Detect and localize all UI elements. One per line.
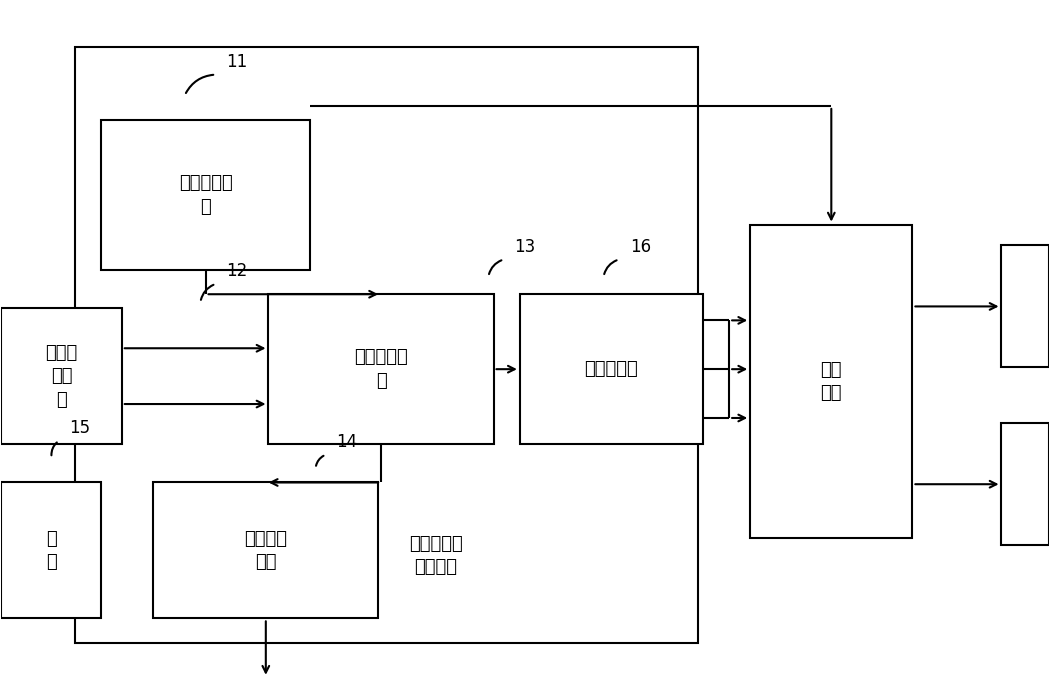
- Text: 13: 13: [514, 238, 536, 256]
- Text: 总线控制单
元: 总线控制单 元: [354, 349, 407, 390]
- Text: 用于整机启
动的芯片: 用于整机启 动的芯片: [410, 535, 463, 577]
- Bar: [750, 225, 912, 538]
- Text: 15: 15: [69, 419, 90, 438]
- Bar: [153, 482, 378, 618]
- Bar: [1, 482, 101, 618]
- Text: 主控输出
接口: 主控输出 接口: [245, 530, 288, 571]
- Text: 14: 14: [336, 433, 358, 451]
- Bar: [101, 120, 311, 270]
- Text: 12: 12: [227, 262, 248, 280]
- Text: 照明控
制单
元: 照明控 制单 元: [45, 344, 78, 409]
- Text: 11: 11: [227, 53, 248, 71]
- Text: 总线
开关: 总线 开关: [820, 360, 842, 402]
- Bar: [1002, 424, 1049, 545]
- Text: 上下电单元: 上下电单元: [585, 360, 638, 378]
- Text: 16: 16: [630, 238, 651, 256]
- Text: 脉冲生成单
元: 脉冲生成单 元: [178, 174, 232, 216]
- Bar: [1, 308, 122, 444]
- Bar: [269, 294, 494, 444]
- Bar: [1002, 246, 1049, 368]
- Bar: [520, 294, 704, 444]
- Bar: [75, 47, 698, 643]
- Text: 输
入: 输 入: [46, 530, 57, 571]
